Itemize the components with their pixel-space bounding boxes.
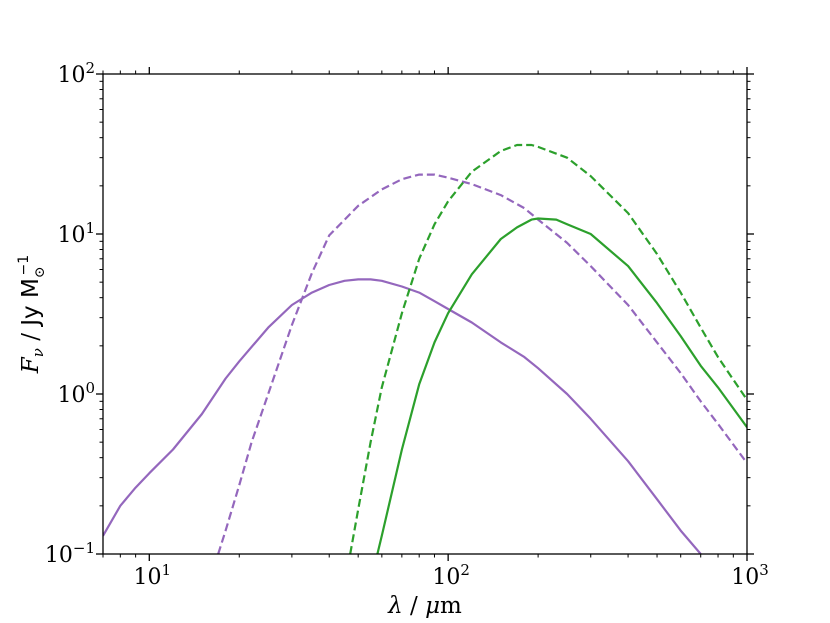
series-line-3 [349, 143, 747, 554]
x-tick-label: 101 [134, 561, 172, 590]
ticks-layer: 101 102 103 10−1 100 101 102 [45, 59, 769, 590]
series-layer [103, 143, 747, 554]
series-line-4 [376, 217, 747, 554]
plot-frame [102, 73, 748, 555]
y-tick-label: 100 [57, 379, 95, 408]
y-tick-label: 101 [57, 219, 95, 248]
series-line-2 [217, 173, 747, 554]
x-tick-label: 102 [432, 561, 470, 590]
y-axis-label: Fν / Jy M⊙−1 [16, 255, 48, 374]
x-axis-label: λ / μm [387, 593, 462, 619]
x-tick-label: 103 [731, 561, 769, 590]
series-line-1 [103, 278, 702, 554]
y-tick-label: 102 [57, 59, 95, 88]
y-tick-label: 10−1 [45, 539, 95, 568]
